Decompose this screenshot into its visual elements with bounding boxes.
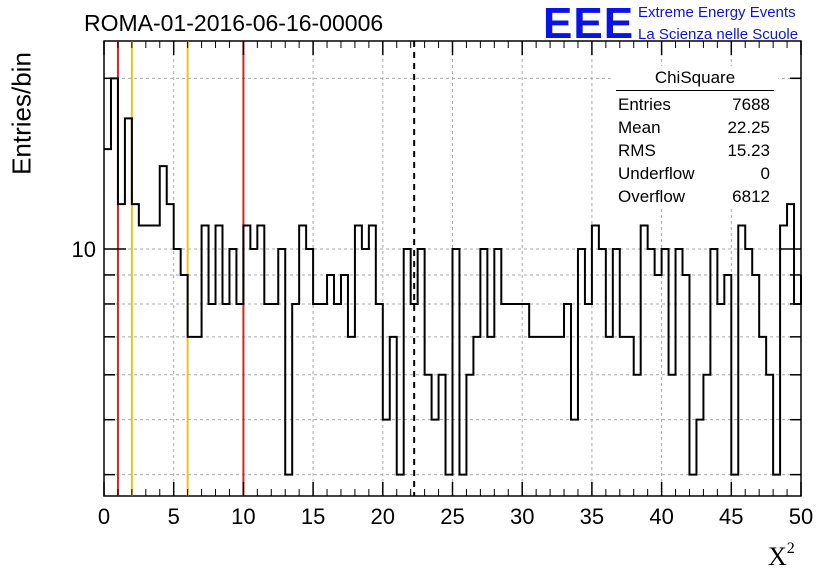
x-tick-label: 30 [510, 504, 534, 529]
y-axis-label: Entries/bin [6, 52, 37, 175]
stats-value: 22.25 [727, 118, 770, 137]
x-axis-label: X2 [768, 540, 795, 572]
stats-value: 7688 [732, 95, 770, 114]
x-tick-label: 45 [719, 504, 743, 529]
stats-value: 0 [760, 164, 770, 183]
x-tick-label: 10 [231, 504, 255, 529]
stats-key: Underflow [618, 164, 695, 183]
stats-row-mean: Mean 22.25 [612, 116, 778, 139]
eee-logo: EEE Extreme Energy Events La Scienza nel… [543, 0, 798, 48]
x-axis-label-main: X [768, 542, 787, 571]
stats-box: ChiSquare Entries 7688 Mean 22.25 RMS 15… [612, 66, 778, 208]
axis-ticks [103, 41, 802, 496]
eee-logo-mark: EEE [543, 0, 635, 48]
stats-row-entries: Entries 7688 [612, 93, 778, 116]
x-axis-label-sup: 2 [786, 540, 795, 557]
logo-tagline-1: Extreme Energy Events [638, 4, 796, 21]
stats-row-rms: RMS 15.23 [612, 139, 778, 162]
x-tick-label: 0 [98, 504, 110, 529]
stats-value: 6812 [732, 187, 770, 206]
x-tick-label: 35 [580, 504, 604, 529]
stats-row-underflow: Underflow 0 [612, 162, 778, 185]
x-tick-label: 25 [440, 504, 464, 529]
stats-row-overflow: Overflow 6812 [612, 185, 778, 208]
stats-title: ChiSquare [616, 66, 774, 91]
x-tick-label: 5 [168, 504, 180, 529]
logo-tagline-2: La Scienza nelle Scuole [638, 26, 799, 43]
stats-key: RMS [618, 141, 656, 160]
tick-labels: 0 5 10 15 20 25 30 35 40 45 50 10 [72, 237, 814, 529]
x-tick-label: 40 [649, 504, 673, 529]
reference-lines [116, 41, 416, 496]
x-tick-label: 15 [301, 504, 325, 529]
stats-value: 15.23 [727, 141, 770, 160]
stats-key: Overflow [618, 187, 686, 206]
histogram-series [104, 77, 802, 476]
x-tick-label: 20 [371, 504, 395, 529]
stats-key: Entries [618, 95, 671, 114]
plot-title: ROMA-01-2016-06-16-00006 [84, 10, 384, 36]
y-tick-label: 10 [72, 237, 96, 262]
x-tick-label: 50 [789, 504, 813, 529]
stats-key: Mean [618, 118, 661, 137]
